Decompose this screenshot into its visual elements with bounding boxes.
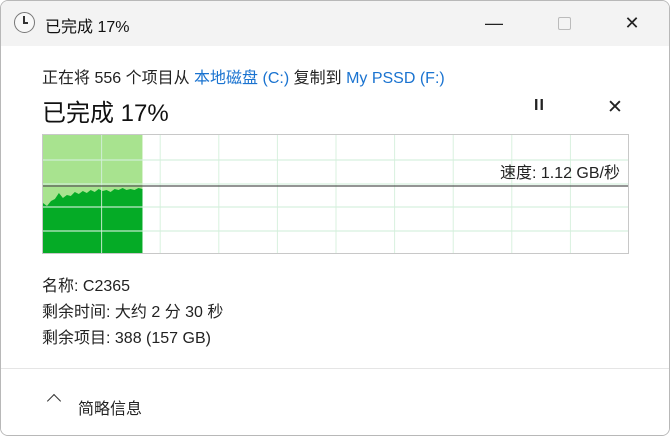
- close-window-button[interactable]: ✕: [624, 13, 640, 33]
- speed-graph: 速度: 1.12 GB/秒: [42, 134, 629, 254]
- title-bar: 已完成 17% — ✕: [1, 1, 669, 46]
- chevron-up-icon: [46, 393, 62, 409]
- copy-description: 正在将 556 个项目从 本地磁盘 (C:) 复制到 My PSSD (F:): [42, 64, 445, 88]
- fewer-details-label: 简略信息: [78, 401, 143, 418]
- speed-label: 速度: 1.12 GB/秒: [499, 165, 620, 182]
- destination-link[interactable]: My PSSD (F:): [346, 70, 445, 87]
- cancel-button[interactable]: ✕: [607, 96, 623, 119]
- detail-items-remaining: 剩余项目: 388 (157 GB): [42, 330, 211, 347]
- detail-time-remaining: 剩余时间: 大约 2 分 30 秒: [42, 304, 224, 321]
- pause-icon: II: [534, 97, 545, 114]
- minimize-button[interactable]: —: [485, 13, 503, 33]
- speed-graph-svg: [43, 135, 628, 253]
- source-link[interactable]: 本地磁盘 (C:): [194, 70, 290, 87]
- progress-title: 已完成 17%: [42, 100, 169, 127]
- throughput-area: [43, 188, 143, 253]
- footer: 简略信息: [1, 368, 669, 435]
- pause-button[interactable]: II: [534, 97, 545, 115]
- window-title: 已完成 17%: [45, 19, 130, 36]
- clock-icon: [14, 12, 35, 33]
- desc-mid: 复制到: [289, 70, 347, 87]
- desc-prefix: 正在将 556 个项目从: [42, 70, 195, 87]
- detail-name: 名称: C2365: [42, 278, 131, 295]
- maximize-button[interactable]: [541, 1, 587, 46]
- close-icon: ✕: [607, 97, 623, 118]
